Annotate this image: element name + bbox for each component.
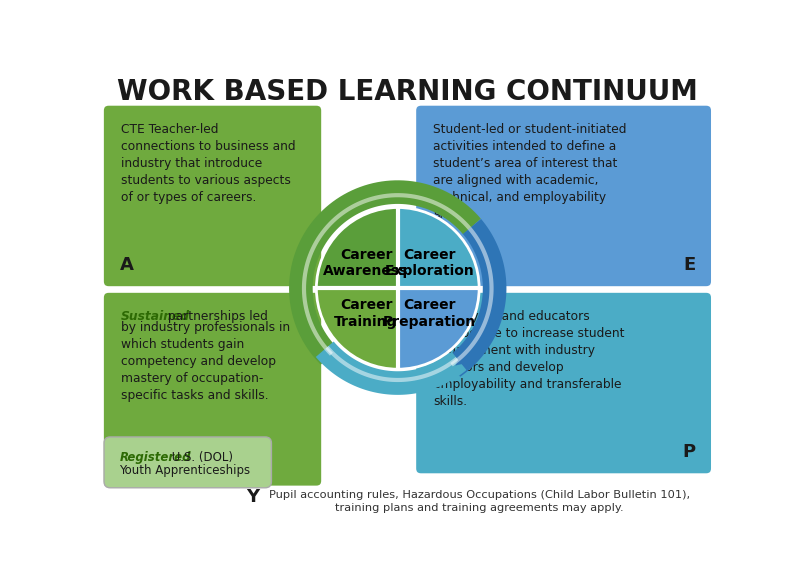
Text: A: A (119, 256, 134, 274)
Text: Student-led or student-initiated
activities intended to define a
student’s area : Student-led or student-initiated activit… (433, 123, 627, 221)
Text: by industry professionals in
which students gain
competency and develop
mastery : by industry professionals in which stude… (121, 321, 290, 402)
Wedge shape (398, 207, 479, 288)
FancyBboxPatch shape (104, 437, 271, 488)
Wedge shape (316, 207, 398, 288)
Text: Employers and educators
collaborate to increase student
engagement with industry: Employers and educators collaborate to i… (433, 310, 625, 408)
FancyBboxPatch shape (415, 291, 712, 475)
FancyBboxPatch shape (103, 104, 323, 288)
Wedge shape (316, 288, 398, 369)
Text: T: T (119, 455, 132, 473)
Text: P: P (682, 443, 696, 461)
FancyBboxPatch shape (415, 104, 712, 288)
Wedge shape (398, 288, 479, 369)
Text: E: E (683, 256, 696, 274)
Text: Sustained: Sustained (121, 310, 190, 323)
Text: Career
Training: Career Training (335, 298, 398, 329)
Text: Registered: Registered (119, 451, 191, 464)
Text: Career
Awareness: Career Awareness (324, 248, 409, 278)
Text: U.S. (DOL): U.S. (DOL) (168, 451, 233, 464)
Text: WORK BASED LEARNING CONTINUUM: WORK BASED LEARNING CONTINUUM (117, 78, 697, 106)
Text: partnerships led: partnerships led (164, 310, 268, 323)
Text: Pupil accounting rules, Hazardous Occupations (Child Labor Bulletin 101),
traini: Pupil accounting rules, Hazardous Occupa… (269, 490, 690, 513)
Text: Career
Preparation: Career Preparation (383, 298, 476, 329)
FancyBboxPatch shape (103, 291, 323, 487)
Text: Youth Apprenticeships: Youth Apprenticeships (119, 464, 250, 477)
Text: CTE Teacher-led
connections to business and
industry that introduce
students to : CTE Teacher-led connections to business … (121, 123, 296, 204)
Text: Career
Exploration: Career Exploration (385, 248, 475, 278)
Text: Y: Y (246, 488, 259, 506)
